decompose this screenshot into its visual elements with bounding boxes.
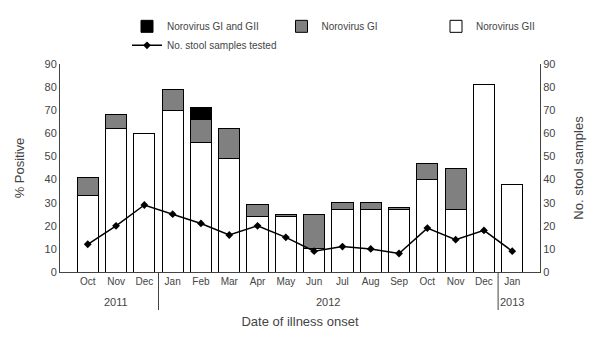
svg-text:% Positive: % Positive — [12, 138, 27, 199]
svg-text:Mar: Mar — [221, 276, 239, 287]
svg-text:Jan: Jan — [165, 276, 181, 287]
svg-text:Oct: Oct — [80, 276, 96, 287]
svg-text:Nov: Nov — [447, 276, 465, 287]
svg-text:Date of illness onset: Date of illness onset — [241, 314, 358, 329]
svg-text:0: 0 — [543, 266, 549, 278]
svg-text:20: 20 — [543, 220, 555, 232]
svg-text:30: 30 — [543, 197, 555, 209]
svg-text:Feb: Feb — [192, 276, 210, 287]
svg-text:10: 10 — [45, 243, 57, 255]
svg-text:2011: 2011 — [104, 296, 128, 308]
svg-text:60: 60 — [45, 127, 57, 139]
svg-text:30: 30 — [45, 197, 57, 209]
svg-text:Norovirus GI and GII: Norovirus GI and GII — [167, 21, 259, 32]
svg-text:Jan: Jan — [504, 276, 520, 287]
svg-text:60: 60 — [543, 127, 555, 139]
svg-text:No. stool samples tested: No. stool samples tested — [167, 40, 277, 51]
svg-text:Jun: Jun — [306, 276, 322, 287]
svg-text:Aug: Aug — [362, 276, 380, 287]
svg-text:0: 0 — [51, 266, 57, 278]
svg-text:80: 80 — [45, 81, 57, 93]
svg-text:2012: 2012 — [316, 296, 340, 308]
svg-text:Jul: Jul — [336, 276, 349, 287]
svg-text:2013: 2013 — [500, 296, 524, 308]
svg-text:50: 50 — [45, 150, 57, 162]
svg-text:Nov: Nov — [107, 276, 125, 287]
svg-text:70: 70 — [45, 104, 57, 116]
svg-text:10: 10 — [543, 243, 555, 255]
svg-text:Dec: Dec — [135, 276, 153, 287]
svg-text:40: 40 — [45, 173, 57, 185]
svg-text:90: 90 — [543, 58, 555, 70]
svg-text:May: May — [276, 276, 295, 287]
svg-text:No. stool samples: No. stool samples — [571, 116, 586, 220]
svg-text:70: 70 — [543, 104, 555, 116]
svg-text:40: 40 — [543, 173, 555, 185]
svg-text:90: 90 — [45, 58, 57, 70]
svg-text:Oct: Oct — [420, 276, 436, 287]
svg-text:Norovirus GI: Norovirus GI — [322, 21, 378, 32]
svg-text:Dec: Dec — [475, 276, 493, 287]
svg-text:Norovirus GII: Norovirus GII — [476, 21, 535, 32]
svg-text:Sep: Sep — [390, 276, 408, 287]
svg-text:50: 50 — [543, 150, 555, 162]
svg-text:80: 80 — [543, 81, 555, 93]
svg-text:20: 20 — [45, 220, 57, 232]
svg-text:Apr: Apr — [250, 276, 266, 287]
